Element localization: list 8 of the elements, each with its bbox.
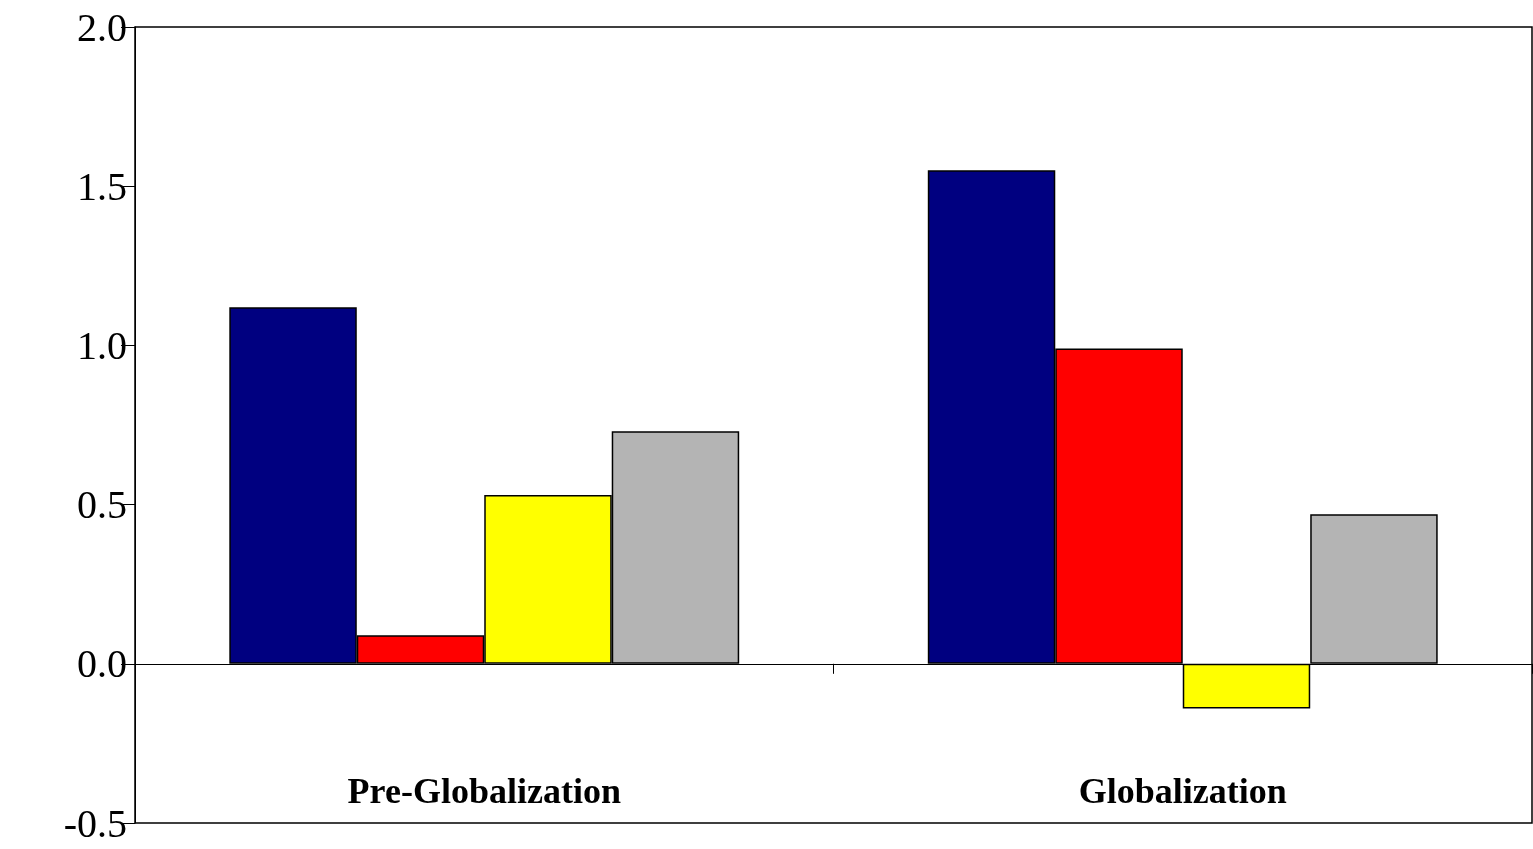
x-tick-label: Pre-Globalization bbox=[347, 771, 621, 811]
y-tick-label: 0.0 bbox=[77, 641, 127, 687]
y-tick-label: 1.5 bbox=[77, 163, 127, 209]
y-tick-label: 0.5 bbox=[77, 482, 127, 528]
x-tick-label: Globalization bbox=[1078, 771, 1287, 811]
y-tick-label: 2.0 bbox=[77, 4, 127, 50]
y-tick-label: 1.0 bbox=[77, 322, 127, 368]
y-tick-label: -0.5 bbox=[63, 800, 127, 846]
